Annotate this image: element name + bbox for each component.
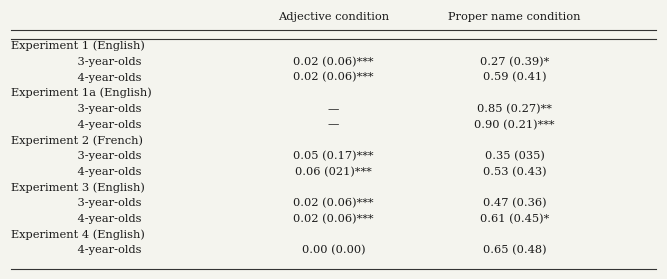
Text: Experiment 4 (English): Experiment 4 (English) — [11, 229, 145, 240]
Text: 0.59 (0.41): 0.59 (0.41) — [483, 72, 546, 83]
Text: Experiment 2 (French): Experiment 2 (French) — [11, 135, 143, 146]
Text: Experiment 1a (English): Experiment 1a (English) — [11, 88, 151, 98]
Text: 3-year-olds: 3-year-olds — [63, 198, 142, 208]
Text: 0.53 (0.43): 0.53 (0.43) — [483, 167, 546, 177]
Text: 0.02 (0.06)***: 0.02 (0.06)*** — [293, 57, 374, 67]
Text: 0.02 (0.06)***: 0.02 (0.06)*** — [293, 198, 374, 208]
Text: 0.02 (0.06)***: 0.02 (0.06)*** — [293, 72, 374, 83]
Text: —: — — [327, 104, 340, 114]
Text: 0.00 (0.00): 0.00 (0.00) — [301, 245, 366, 255]
Text: 0.47 (0.36): 0.47 (0.36) — [483, 198, 546, 208]
Text: 0.90 (0.21)***: 0.90 (0.21)*** — [474, 119, 555, 130]
Text: Experiment 1 (English): Experiment 1 (English) — [11, 41, 145, 51]
Text: 0.61 (0.45)*: 0.61 (0.45)* — [480, 214, 549, 224]
Text: 0.05 (0.17)***: 0.05 (0.17)*** — [293, 151, 374, 161]
Text: 4-year-olds: 4-year-olds — [63, 214, 142, 224]
Text: 0.85 (0.27)**: 0.85 (0.27)** — [477, 104, 552, 114]
Text: —: — — [327, 120, 340, 130]
Text: 0.27 (0.39)*: 0.27 (0.39)* — [480, 57, 549, 67]
Text: 3-year-olds: 3-year-olds — [63, 151, 142, 161]
Text: 3-year-olds: 3-year-olds — [63, 104, 142, 114]
Text: 0.35 (035): 0.35 (035) — [485, 151, 544, 161]
Text: 0.65 (0.48): 0.65 (0.48) — [483, 245, 546, 255]
Text: Adjective condition: Adjective condition — [278, 12, 389, 22]
Text: 4-year-olds: 4-year-olds — [63, 120, 142, 130]
Text: 4-year-olds: 4-year-olds — [63, 167, 142, 177]
Text: 4-year-olds: 4-year-olds — [63, 245, 142, 255]
Text: 0.06 (021)***: 0.06 (021)*** — [295, 167, 372, 177]
Text: 0.02 (0.06)***: 0.02 (0.06)*** — [293, 214, 374, 224]
Text: 3-year-olds: 3-year-olds — [63, 57, 142, 67]
Text: Proper name condition: Proper name condition — [448, 12, 581, 22]
Text: 4-year-olds: 4-year-olds — [63, 73, 142, 83]
Text: Experiment 3 (English): Experiment 3 (English) — [11, 182, 145, 193]
